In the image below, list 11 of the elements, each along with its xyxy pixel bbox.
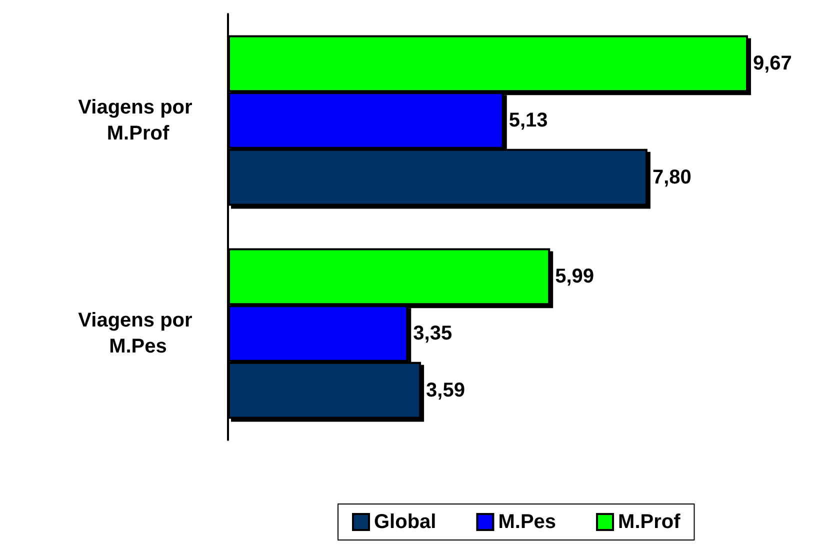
legend-label: M.Prof xyxy=(618,511,681,533)
legend-label: Global xyxy=(374,511,436,533)
y-tick-label: Viagens por M.Prof xyxy=(78,96,198,144)
data-label: 9,67 xyxy=(753,52,792,75)
y-tick-label: Viagens por M.Pes xyxy=(78,310,198,358)
data-label: 3,35 xyxy=(413,322,452,344)
legend-label: M.Pes xyxy=(498,511,556,533)
data-label: 5,13 xyxy=(508,110,548,132)
data-label: 7,80 xyxy=(652,166,692,188)
data-label: 5,99 xyxy=(555,266,594,288)
data-label: 3,59 xyxy=(426,379,465,402)
